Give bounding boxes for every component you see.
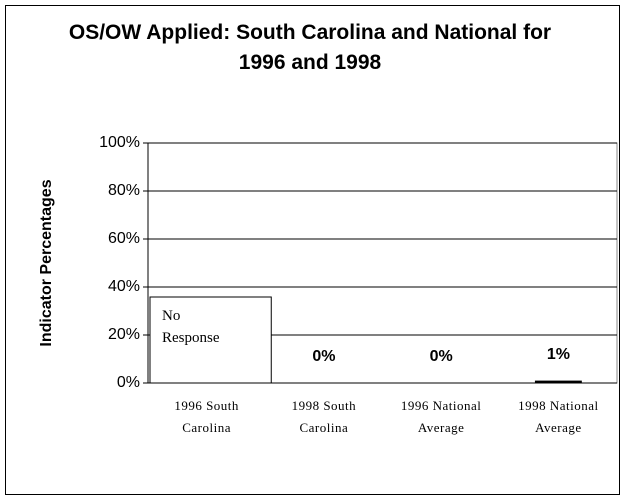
y-tick-label: 100% [99,134,140,151]
y-tick-label: 80% [108,182,140,199]
y-tick-label: 20% [108,326,140,343]
value-label: 0% [312,348,335,365]
chart-title-box: OS/OW Applied: South Carolina and Nation… [68,21,552,74]
y-tick-label: 60% [108,230,140,247]
y-axis-label: Indicator Percentages [38,179,55,346]
x-tick-label-box: 1998 National Average [518,398,599,435]
y-tick-label: 40% [108,278,140,295]
annotation-box [149,296,272,384]
value-label: 1% [547,346,570,363]
x-tick-label: 1998 National Average [518,398,599,435]
annotation-box-text: No Response [162,308,220,346]
x-tick-label: 1996 National Average [400,398,482,435]
chart-title: OS/OW Applied: South Carolina and Nation… [68,21,552,74]
value-label: 0% [430,348,453,365]
x-tick-label: 1998 South Carolina [291,398,357,435]
x-tick-label-box: 1996 South Carolina [174,398,239,435]
x-tick-label-box: 1998 South Carolina [291,398,357,435]
bar [534,380,582,383]
annotation: No Response [162,308,220,346]
x-tick-label: 1996 South Carolina [174,398,239,435]
y-tick-label: 0% [117,374,140,391]
x-tick-label-box: 1996 National Average [400,398,482,435]
